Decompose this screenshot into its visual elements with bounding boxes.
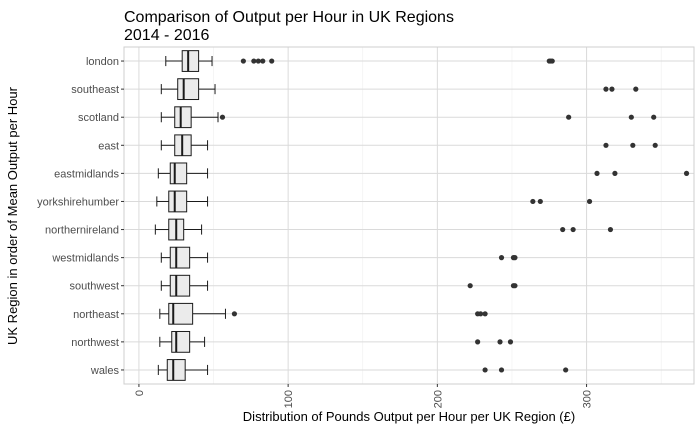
chart-title-line-2: 2014 - 2016 xyxy=(124,27,210,44)
y-tick-label: east xyxy=(98,140,119,152)
outlier-point xyxy=(683,170,690,176)
box-northernireland xyxy=(154,218,614,241)
outlier-point xyxy=(566,114,572,120)
chart-title-line-1: Comparison of Output per Hour in UK Regi… xyxy=(124,9,454,26)
outlier-point xyxy=(219,114,226,120)
box-westmidlands xyxy=(160,246,518,269)
outlier-point xyxy=(240,58,246,64)
outlier-point xyxy=(560,226,566,233)
x-axis-title: Distribution of Pounds Output per Hour p… xyxy=(243,409,575,424)
box-northeast xyxy=(159,302,488,325)
y-tick-label: scotland xyxy=(78,112,119,124)
iqr-box xyxy=(171,330,191,353)
outlier-point xyxy=(603,142,609,148)
grid xyxy=(123,46,695,385)
outlier-point xyxy=(269,58,275,64)
iqr-box xyxy=(169,162,188,185)
outlier-point xyxy=(512,283,518,289)
outlier-point xyxy=(231,311,238,317)
x-tick-label: 100 xyxy=(283,390,295,408)
outlier-point xyxy=(507,339,514,345)
y-tick-labels: london southeast scotland east eastmidlands y… xyxy=(37,56,124,377)
outlier-point xyxy=(498,367,505,373)
iqr-box xyxy=(169,274,191,297)
outlier-point xyxy=(633,86,639,92)
outlier-point xyxy=(255,58,261,64)
panel-border xyxy=(123,46,695,385)
outlier-point xyxy=(482,367,488,373)
outlier-point xyxy=(563,367,569,373)
outlier-point xyxy=(609,86,615,92)
iqr-box xyxy=(168,190,188,213)
box-eastmidlands xyxy=(157,162,690,185)
y-tick-label: northwest xyxy=(71,337,119,349)
x-tick-label: 300 xyxy=(582,390,594,408)
y-tick-label: eastmidlands xyxy=(54,168,119,180)
y-tick-label: yorkshirehumber xyxy=(37,196,119,208)
box-london xyxy=(165,50,555,72)
y-axis-title: UK Region in order of Mean Output per Ho… xyxy=(5,86,20,345)
outlier-point xyxy=(612,170,618,176)
box-wales xyxy=(157,359,569,381)
box-southwest xyxy=(160,274,518,297)
outlier-point xyxy=(607,226,614,233)
iqr-box xyxy=(174,106,192,129)
iqr-box xyxy=(168,302,194,325)
outlier-point xyxy=(603,86,609,92)
outlier-point xyxy=(586,198,593,205)
outlier-point xyxy=(628,114,634,120)
box-southeast xyxy=(160,78,639,101)
outlier-point xyxy=(498,255,505,261)
y-tick-label: southeast xyxy=(71,84,119,96)
outlier-point xyxy=(467,283,473,289)
y-tick-label: northeast xyxy=(73,309,119,321)
outlier-point xyxy=(570,226,576,233)
box-scotland xyxy=(160,106,657,129)
iqr-box xyxy=(166,359,186,381)
box-northwest xyxy=(159,330,514,353)
x-tick-labels: 0 100 200 300 xyxy=(134,384,594,408)
y-tick-label: northernireland xyxy=(45,225,119,237)
box-east xyxy=(160,134,658,157)
x-tick-label: 0 xyxy=(134,390,146,396)
outlier-point xyxy=(630,142,636,148)
iqr-box xyxy=(181,50,200,72)
y-tick-label: wales xyxy=(90,365,120,377)
y-tick-label: london xyxy=(86,56,119,68)
outlier-point xyxy=(651,114,657,120)
outlier-point xyxy=(260,58,266,64)
boxes xyxy=(154,50,690,381)
iqr-box xyxy=(177,78,200,101)
outlier-point xyxy=(537,198,543,205)
outlier-point xyxy=(478,311,484,317)
outlier-point xyxy=(482,311,488,317)
outlier-point xyxy=(530,198,536,205)
outlier-point xyxy=(594,170,600,176)
y-tick-label: westmidlands xyxy=(51,253,119,265)
outlier-point xyxy=(497,339,503,345)
box-yorkshirehumber xyxy=(156,190,593,213)
y-tick-label: southwest xyxy=(69,281,119,293)
plot-panel xyxy=(124,47,694,384)
outlier-point xyxy=(475,339,481,345)
iqr-box xyxy=(169,246,191,269)
outlier-point xyxy=(652,142,658,148)
outlier-point xyxy=(251,58,257,64)
outlier-point xyxy=(549,58,555,64)
x-tick-label: 200 xyxy=(432,390,444,408)
outlier-point xyxy=(512,255,518,261)
